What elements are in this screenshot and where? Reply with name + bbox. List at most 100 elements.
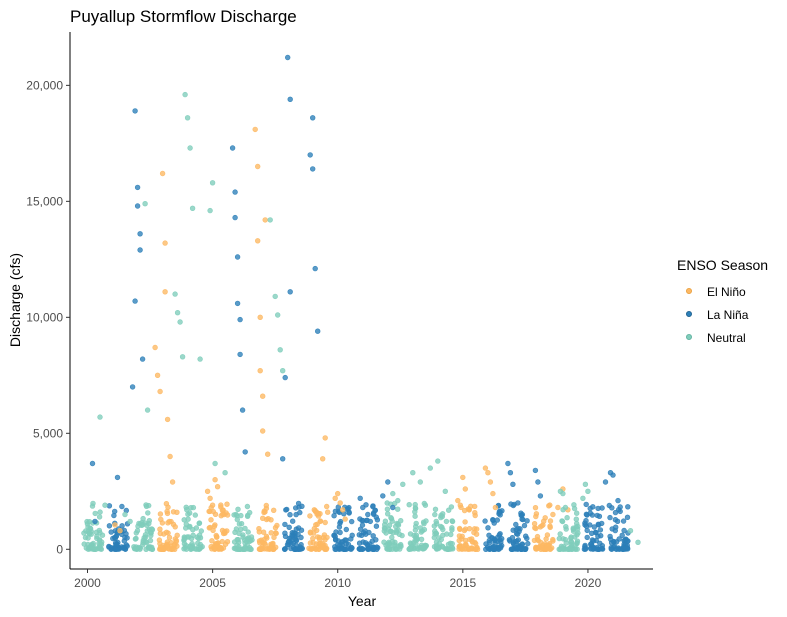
data-point-baseline bbox=[159, 520, 166, 526]
data-point-baseline bbox=[564, 514, 570, 521]
data-point-baseline bbox=[106, 523, 113, 529]
data-point-baseline bbox=[449, 518, 455, 524]
data-point-baseline bbox=[324, 503, 330, 510]
data-point-baseline bbox=[513, 521, 519, 528]
data-point-el-nino bbox=[214, 484, 221, 490]
data-point-baseline bbox=[212, 522, 218, 528]
data-point-baseline bbox=[307, 513, 313, 519]
data-point-baseline bbox=[485, 525, 491, 531]
data-point-baseline bbox=[534, 533, 541, 540]
data-point-el-nino bbox=[252, 126, 258, 133]
data-point-baseline bbox=[224, 501, 230, 507]
data-point-baseline bbox=[595, 521, 601, 527]
data-point-neutral bbox=[390, 490, 396, 497]
data-point-baseline bbox=[234, 516, 241, 523]
data-point-neutral bbox=[585, 488, 591, 494]
data-point-baseline bbox=[612, 509, 619, 516]
data-point-baseline bbox=[517, 526, 523, 532]
data-point-baseline bbox=[624, 538, 631, 545]
data-point-baseline bbox=[282, 521, 288, 528]
data-point-baseline bbox=[263, 533, 270, 539]
data-point-baseline bbox=[496, 532, 502, 538]
data-point-la-nina bbox=[137, 231, 143, 237]
data-point-baseline bbox=[291, 546, 298, 552]
legend-title: ENSO Season bbox=[677, 257, 768, 273]
data-point-baseline bbox=[432, 531, 438, 537]
data-point-baseline bbox=[591, 524, 597, 530]
data-point-baseline bbox=[435, 545, 442, 552]
data-point-baseline bbox=[583, 517, 589, 524]
data-point-baseline bbox=[525, 540, 531, 547]
data-point-baseline bbox=[571, 534, 578, 540]
data-point-el-nino bbox=[262, 217, 268, 223]
data-point-neutral bbox=[179, 354, 186, 360]
data-point-baseline bbox=[210, 508, 217, 515]
data-point-baseline bbox=[444, 531, 450, 537]
data-point-la-nina bbox=[610, 472, 616, 478]
data-point-baseline bbox=[395, 521, 401, 527]
y-axis-ticks: 0 5,000 10,000 15,000 20,000 bbox=[26, 78, 70, 556]
data-point-baseline bbox=[613, 546, 620, 552]
data-point-baseline bbox=[260, 515, 266, 521]
data-point-baseline bbox=[165, 504, 171, 510]
data-point-la-nina bbox=[242, 449, 248, 455]
data-point-la-nina bbox=[367, 518, 373, 525]
data-point-baseline bbox=[145, 510, 151, 516]
data-point-baseline bbox=[608, 540, 615, 546]
data-point-la-nina bbox=[280, 456, 286, 462]
data-point-baseline bbox=[509, 534, 516, 541]
data-point-baseline bbox=[85, 546, 92, 552]
data-point-baseline bbox=[190, 504, 197, 511]
data-point-baseline bbox=[592, 529, 599, 535]
data-point-la-nina bbox=[615, 497, 621, 504]
data-point-baseline bbox=[214, 534, 220, 540]
data-point-la-nina bbox=[234, 254, 241, 260]
data-point-el-nino bbox=[457, 502, 463, 508]
y-tick-label: 10,000 bbox=[26, 310, 63, 324]
data-point-baseline bbox=[349, 518, 355, 525]
data-point-baseline bbox=[532, 505, 539, 511]
data-point-baseline bbox=[407, 531, 414, 537]
data-point-la-nina bbox=[232, 214, 238, 221]
data-point-la-nina bbox=[237, 351, 243, 358]
data-point-baseline bbox=[499, 535, 505, 542]
data-point-baseline bbox=[574, 540, 580, 546]
data-point-el-nino bbox=[462, 486, 468, 492]
data-point-baseline bbox=[560, 546, 566, 552]
data-point-baseline bbox=[621, 545, 628, 551]
data-point-baseline bbox=[314, 534, 321, 540]
data-point-baseline bbox=[184, 507, 190, 513]
data-point-baseline bbox=[413, 523, 419, 530]
data-point-baseline bbox=[149, 546, 155, 552]
data-point-baseline bbox=[531, 520, 538, 527]
data-point-baseline bbox=[81, 530, 87, 536]
data-point-baseline bbox=[315, 513, 322, 519]
legend-swatch-la-nina bbox=[686, 310, 693, 317]
data-point-baseline bbox=[542, 515, 548, 521]
data-point-baseline bbox=[349, 532, 355, 538]
data-point-la-nina bbox=[602, 479, 609, 485]
data-point-baseline bbox=[557, 531, 563, 537]
data-point-baseline bbox=[548, 545, 555, 551]
data-point-el-nino bbox=[485, 470, 491, 476]
data-point-baseline bbox=[519, 541, 525, 548]
data-point-baseline bbox=[469, 539, 476, 545]
data-point-baseline bbox=[290, 518, 296, 524]
data-point-baseline bbox=[449, 540, 455, 547]
data-point-baseline bbox=[332, 533, 338, 540]
x-tick-label: 2000 bbox=[74, 576, 101, 590]
data-point-el-nino bbox=[335, 490, 341, 497]
data-point-baseline bbox=[412, 509, 418, 515]
data-point-baseline bbox=[244, 513, 251, 519]
data-point-el-nino bbox=[257, 314, 263, 320]
data-point-baseline bbox=[384, 500, 390, 506]
x-tick-label: 2005 bbox=[199, 576, 226, 590]
data-point-baseline bbox=[572, 546, 579, 552]
data-point-baseline bbox=[614, 518, 621, 524]
data-point-neutral bbox=[580, 495, 586, 501]
data-point-el-nino bbox=[487, 479, 494, 485]
data-point-neutral bbox=[122, 511, 128, 518]
data-point-baseline bbox=[293, 526, 299, 532]
data-point-la-nina bbox=[537, 493, 544, 499]
data-point-baseline bbox=[595, 533, 601, 539]
